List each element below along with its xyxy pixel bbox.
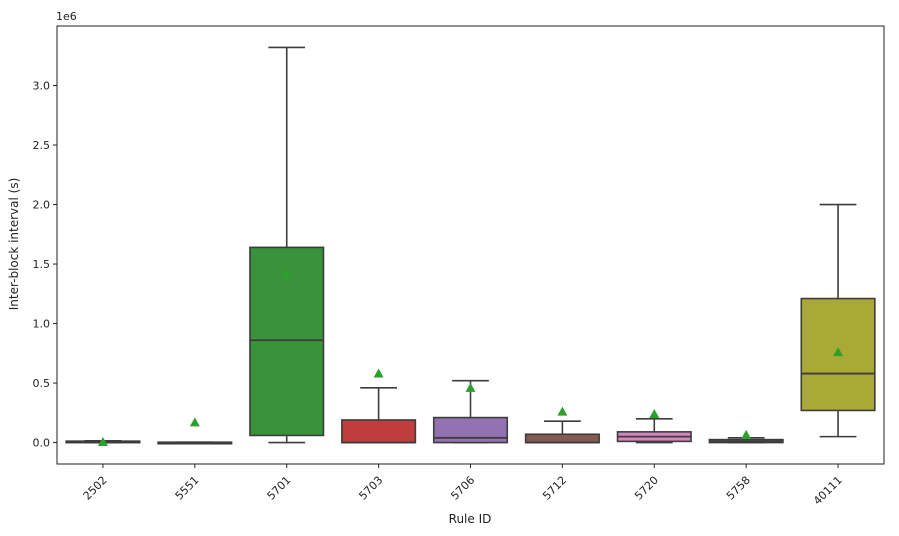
mean-marker-40111 (833, 347, 844, 357)
mean-marker-5701 (281, 268, 292, 278)
x-tick-label-5703: 5703 (356, 474, 385, 503)
mean-marker-5712 (557, 406, 568, 416)
mean-marker-2502 (97, 436, 108, 446)
x-tick-label-5701: 5701 (265, 474, 294, 503)
mean-marker-5551 (189, 417, 200, 427)
y-tick-label-0.5: 0.5 (33, 377, 51, 390)
x-tick-label-5720: 5720 (632, 474, 661, 503)
box-5712 (524, 433, 600, 444)
x-tick-label-5551: 5551 (173, 474, 202, 503)
x-tick-label-2502: 2502 (81, 474, 110, 503)
y-tick-label-1.5: 1.5 (33, 258, 51, 271)
mean-marker-5706 (465, 382, 476, 392)
x-axis-label: Rule ID (449, 512, 492, 526)
mean-marker-5758 (741, 429, 752, 439)
y-tick-label-3.0: 3.0 (33, 80, 51, 93)
x-tick-label-5706: 5706 (448, 474, 477, 503)
box-5706 (432, 416, 509, 444)
box-5703 (341, 419, 417, 444)
y-axis-label: Inter-block interval (s) (7, 178, 21, 311)
mean-marker-5703 (373, 368, 384, 378)
mean-marker-5720 (649, 409, 660, 419)
x-tick-label-5712: 5712 (540, 474, 569, 503)
plot-area: 0.0 0.5 1.0 1.5 2.0 2.5 3.0 2502 5551 5701 5703 570… (33, 25, 885, 508)
box-5701 (249, 246, 325, 437)
y-tick-label-2.0: 2.0 (33, 199, 51, 212)
y-tick-label-2.5: 2.5 (33, 139, 51, 152)
x-tick-label-5758: 5758 (724, 474, 753, 503)
y-tick-label-1.0: 1.0 (33, 318, 51, 331)
y-tick-label-0.0: 0.0 (33, 437, 51, 450)
y-axis-offset-label: 1e6 (56, 10, 77, 23)
x-tick-label-40111: 40111 (811, 474, 845, 508)
